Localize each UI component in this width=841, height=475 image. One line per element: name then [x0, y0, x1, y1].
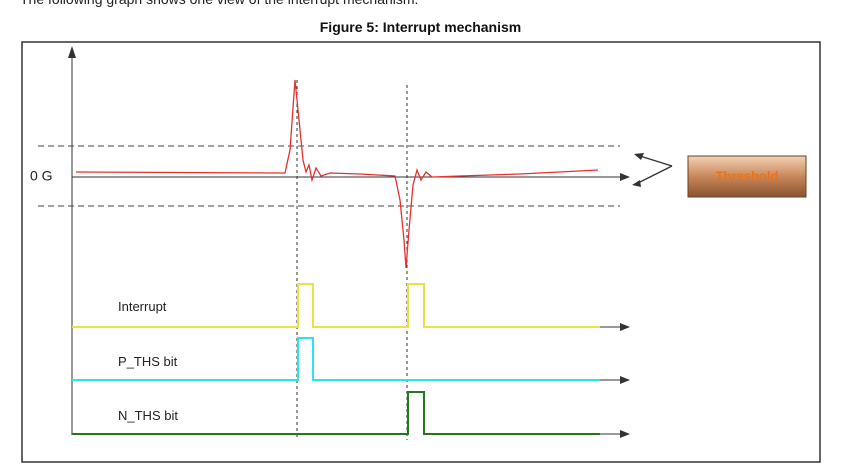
- frame: [21, 41, 821, 463]
- threshold-box: [687, 155, 807, 198]
- zero-label: 0 G: [30, 168, 53, 184]
- p-ths-signal: [72, 337, 600, 381]
- axis-arrow: [620, 430, 630, 438]
- signal: [75, 79, 599, 269]
- threshold-label: Threshold: [716, 168, 779, 183]
- intro-text: The following graph shows one view of th…: [20, 0, 418, 7]
- pointer-head: [632, 153, 644, 187]
- signal-label: P_THS bit: [118, 354, 178, 369]
- axis-arrow: [620, 173, 630, 181]
- axis-arrow: [620, 376, 630, 384]
- figure-title: Figure 5: Interrupt mechanism: [319, 19, 522, 35]
- n-ths-signal: [72, 391, 600, 435]
- signal-label: Interrupt: [118, 299, 167, 314]
- axis-arrow: [620, 323, 630, 331]
- axis-arrow: [68, 46, 76, 58]
- interrupt-signal: [72, 283, 600, 328]
- pointer: [635, 155, 673, 185]
- signal-label: N_THS bit: [118, 408, 178, 423]
